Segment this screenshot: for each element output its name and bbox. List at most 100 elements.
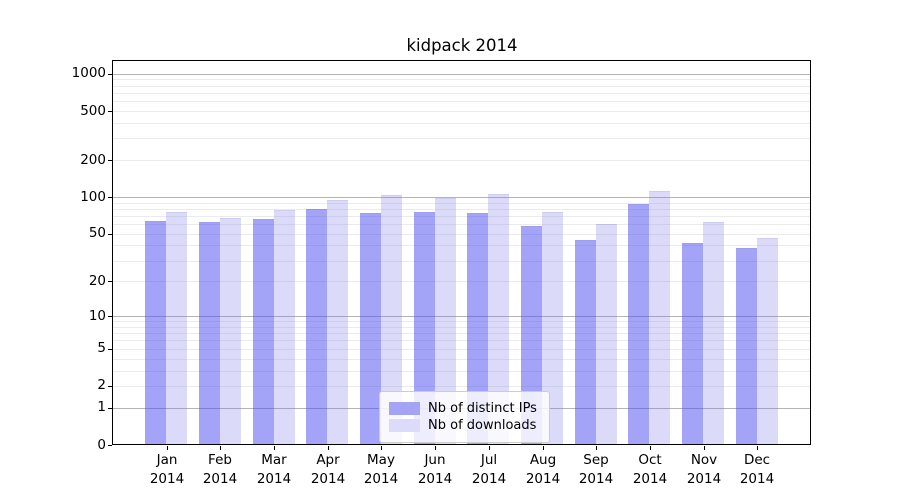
y-tick-label: 1000 — [71, 65, 106, 81]
minor-gridline — [113, 281, 810, 283]
x-tick-mark — [596, 446, 597, 450]
major-gridline — [113, 316, 810, 318]
x-label-year: 2014 — [632, 471, 668, 487]
y-tick-mark — [108, 316, 112, 317]
bar-distinct-ips-oct — [628, 204, 649, 444]
chart-title: kidpack 2014 — [406, 36, 518, 55]
y-tick-label: 100 — [80, 189, 106, 205]
x-label-year: 2014 — [202, 471, 238, 487]
bar-downloads-aug — [542, 212, 563, 444]
x-label-year: 2014 — [417, 471, 453, 487]
x-label-year: 2014 — [525, 471, 561, 487]
legend-swatch-downloads — [389, 419, 420, 432]
x-tick-mark — [435, 446, 436, 450]
y-tick-mark — [108, 386, 112, 387]
major-gridline — [113, 73, 810, 75]
minor-gridline — [113, 358, 810, 360]
x-tick-mark — [757, 446, 758, 450]
y-tick-label: 1 — [97, 399, 106, 415]
y-tick-mark — [108, 281, 112, 282]
x-label-month: Oct — [638, 452, 662, 468]
x-tick-mark — [220, 446, 221, 450]
x-label-year: 2014 — [686, 471, 722, 487]
bar-downloads-feb — [220, 218, 241, 444]
bar-distinct-ips-feb — [199, 222, 220, 444]
y-tick-mark — [108, 234, 112, 235]
minor-gridline — [113, 79, 810, 81]
minor-gridline — [113, 260, 810, 262]
bar-downloads-jun — [435, 198, 456, 444]
bar-distinct-ips-aug — [521, 226, 542, 444]
y-tick-label: 0 — [97, 437, 106, 453]
minor-gridline — [113, 321, 810, 323]
minor-gridline — [113, 202, 810, 204]
x-label-month: Jun — [424, 452, 446, 468]
bar-downloads-jan — [166, 212, 187, 444]
x-label-month: Jan — [156, 452, 178, 468]
bar-downloads-nov — [703, 222, 724, 444]
minor-gridline — [113, 340, 810, 342]
bar-distinct-ips-dec — [736, 248, 757, 444]
bar-distinct-ips-jun — [414, 212, 435, 444]
x-tick-mark — [704, 446, 705, 450]
bar-distinct-ips-nov — [682, 243, 703, 444]
x-label-month: Feb — [208, 452, 232, 468]
x-label-year: 2014 — [310, 471, 346, 487]
minor-gridline — [113, 160, 810, 162]
legend-label-downloads: Nb of downloads — [428, 418, 537, 433]
legend-label-distinct-ips: Nb of distinct IPs — [428, 401, 537, 416]
y-tick-label: 200 — [80, 152, 106, 168]
bar-downloads-mar — [274, 210, 295, 444]
legend-item-downloads: Nb of downloads — [389, 418, 537, 433]
x-label-month: Nov — [690, 452, 718, 468]
major-gridline — [113, 197, 810, 199]
bar-downloads-apr — [327, 200, 348, 444]
legend: Nb of distinct IPs Nb of downloads — [379, 391, 550, 443]
x-tick-label: Sep 2014 — [556, 451, 636, 489]
x-tick-label: Oct 2014 — [610, 451, 690, 489]
x-tick-label: Jun 2014 — [395, 451, 475, 489]
bar-downloads-jul — [488, 194, 509, 444]
y-tick-label: 5 — [97, 340, 106, 356]
bar-downloads-sep — [596, 224, 617, 444]
bar-distinct-ips-jan — [145, 221, 166, 444]
x-label-year: 2014 — [739, 471, 775, 487]
x-label-month: Jul — [480, 452, 498, 468]
y-tick-mark — [108, 445, 112, 446]
minor-gridline — [113, 370, 810, 372]
bar-distinct-ips-apr — [306, 209, 327, 444]
x-tick-label: Apr 2014 — [288, 451, 368, 489]
x-tick-mark — [328, 446, 329, 450]
legend-swatch-distinct-ips — [389, 402, 420, 415]
x-label-year: 2014 — [471, 471, 507, 487]
x-label-month: May — [367, 452, 395, 468]
x-tick-mark — [489, 446, 490, 450]
x-tick-label: Jan 2014 — [127, 451, 207, 489]
y-tick-label: 20 — [88, 273, 106, 289]
x-tick-label: Aug 2014 — [503, 451, 583, 489]
x-label-year: 2014 — [363, 471, 399, 487]
x-label-year: 2014 — [578, 471, 614, 487]
y-tick-mark — [108, 111, 112, 112]
y-tick-mark — [108, 74, 112, 75]
y-tick-label: 2 — [97, 377, 106, 393]
x-label-month: Mar — [261, 452, 287, 468]
x-label-month: Apr — [316, 452, 340, 468]
minor-gridline — [113, 122, 810, 124]
minor-gridline — [113, 111, 810, 112]
x-tick-mark — [650, 446, 651, 450]
bar-distinct-ips-jul — [467, 213, 488, 444]
y-tick-mark — [108, 408, 112, 409]
x-tick-mark — [543, 446, 544, 450]
bar-downloads-may — [381, 195, 402, 444]
minor-gridline — [113, 333, 810, 335]
plot-area: Nb of distinct IPs Nb of downloads — [112, 60, 811, 445]
x-tick-label: Feb 2014 — [180, 451, 260, 489]
x-tick-label: Dec 2014 — [717, 451, 797, 489]
x-tick-label: May 2014 — [341, 451, 421, 489]
minor-gridline — [113, 208, 810, 210]
bar-distinct-ips-may — [360, 213, 381, 444]
x-label-month: Dec — [743, 452, 771, 468]
x-tick-mark — [167, 446, 168, 450]
